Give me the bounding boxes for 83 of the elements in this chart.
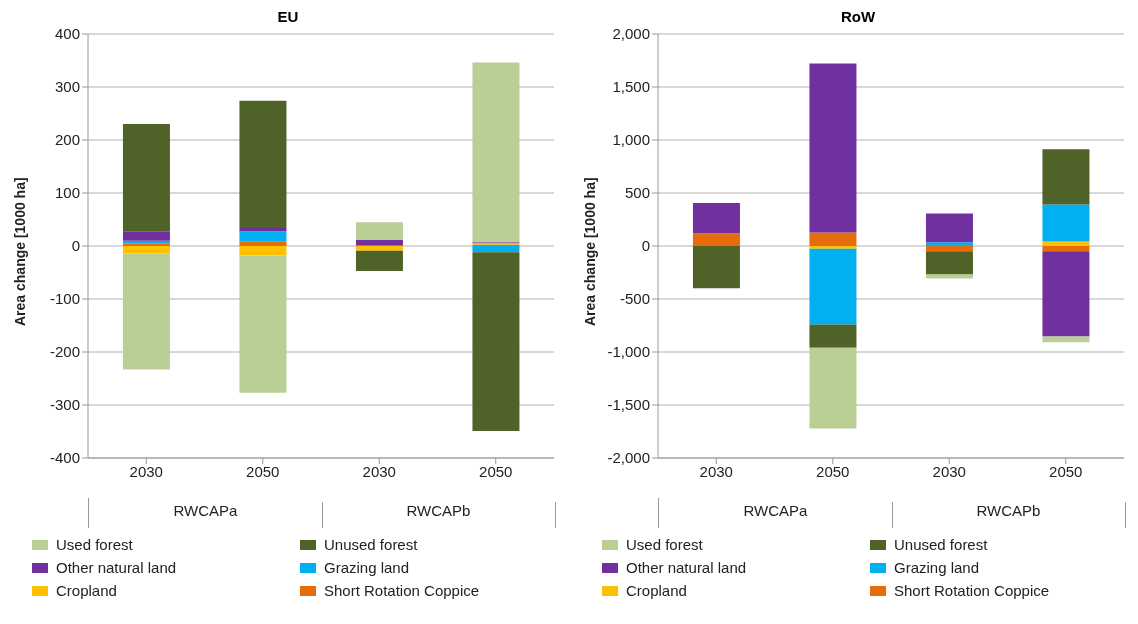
bar [1042, 149, 1090, 205]
bar [925, 251, 973, 275]
bar [1042, 336, 1090, 343]
bar [122, 253, 170, 370]
legend-label: Cropland [56, 582, 117, 599]
y-tick-label: 200 [54, 131, 80, 149]
bar [692, 246, 740, 289]
legend-label: Short Rotation Coppice [324, 582, 480, 599]
y-tick-label: 2,000 [612, 25, 650, 43]
legend-label: Used forest [56, 536, 133, 553]
y-tick-label: -1,000 [607, 343, 650, 361]
x-tick-label: 2030 [932, 462, 966, 480]
y-tick-label: 400 [54, 25, 80, 43]
bar [925, 213, 973, 243]
bar [355, 246, 403, 251]
bar [809, 347, 857, 429]
text: RWCAPb [892, 502, 1126, 528]
bar [239, 241, 287, 246]
bar [239, 255, 287, 393]
x-tick-label: 2050 [1049, 462, 1083, 480]
bar [809, 63, 857, 233]
chart-title: RoW [840, 8, 876, 25]
bar [809, 324, 857, 348]
bar [122, 246, 170, 254]
legend-label: Short Rotation Coppice [894, 582, 1050, 599]
bar [355, 239, 403, 246]
bar [1042, 246, 1090, 252]
bar [925, 274, 973, 279]
y-tick-label: 100 [54, 184, 80, 202]
bar [472, 246, 520, 253]
text: RWCAPb [322, 502, 556, 528]
x-tick-label: 2050 [246, 462, 280, 480]
legend-label: Used forest [626, 536, 703, 553]
legend-label: Cropland [626, 582, 687, 599]
y-tick-label: -500 [619, 290, 650, 308]
y-tick-label: 1,000 [612, 131, 650, 149]
text: RWCAPa [89, 502, 323, 528]
bar [1042, 204, 1090, 242]
bar [925, 246, 973, 252]
bar [239, 100, 287, 228]
y-axis-title: Area change [1000 ha] [11, 177, 28, 326]
y-tick-label: -2,000 [607, 449, 650, 467]
legend-label: Grazing land [894, 559, 980, 576]
x-tick-label: 2030 [362, 462, 396, 480]
bar [1042, 241, 1090, 246]
y-tick-label: -200 [49, 343, 80, 361]
bar [1042, 251, 1090, 337]
x-tick-label: 2030 [699, 462, 733, 480]
x-tick-label: 2030 [129, 462, 163, 480]
text: RWCAPa [659, 502, 893, 528]
bar [472, 62, 520, 243]
bar [122, 231, 170, 241]
legend-label: Other natural land [626, 559, 747, 576]
y-tick-label: 500 [624, 184, 650, 202]
legend-label: Other natural land [56, 559, 177, 576]
y-axis-title: Area change [1000 ha] [581, 177, 598, 326]
x-tick-label: 2050 [479, 462, 513, 480]
y-tick-label: -300 [49, 396, 80, 414]
legend-label: Unused forest [324, 536, 418, 553]
legend-label: Unused forest [894, 536, 988, 553]
bar [692, 233, 740, 246]
legend-label: Grazing land [324, 559, 410, 576]
y-tick-label: -100 [49, 290, 80, 308]
bar [472, 252, 520, 431]
x-tick-label: 2050 [816, 462, 850, 480]
chart-title: EU [277, 8, 299, 25]
y-tick-label: 300 [54, 78, 80, 96]
bar [355, 222, 403, 240]
bar [809, 246, 857, 249]
bar [239, 231, 287, 242]
bar [122, 124, 170, 232]
y-tick-label: 0 [641, 237, 650, 255]
y-tick-label: 1,500 [612, 78, 650, 96]
bar [809, 248, 857, 325]
bar [239, 227, 287, 232]
y-tick-label: -1,500 [607, 396, 650, 414]
bar [692, 202, 740, 234]
y-tick-label: 0 [71, 237, 80, 255]
bar [355, 250, 403, 271]
bar [239, 246, 287, 256]
bar [809, 232, 857, 246]
y-tick-label: -400 [49, 449, 80, 467]
bar [925, 242, 973, 246]
